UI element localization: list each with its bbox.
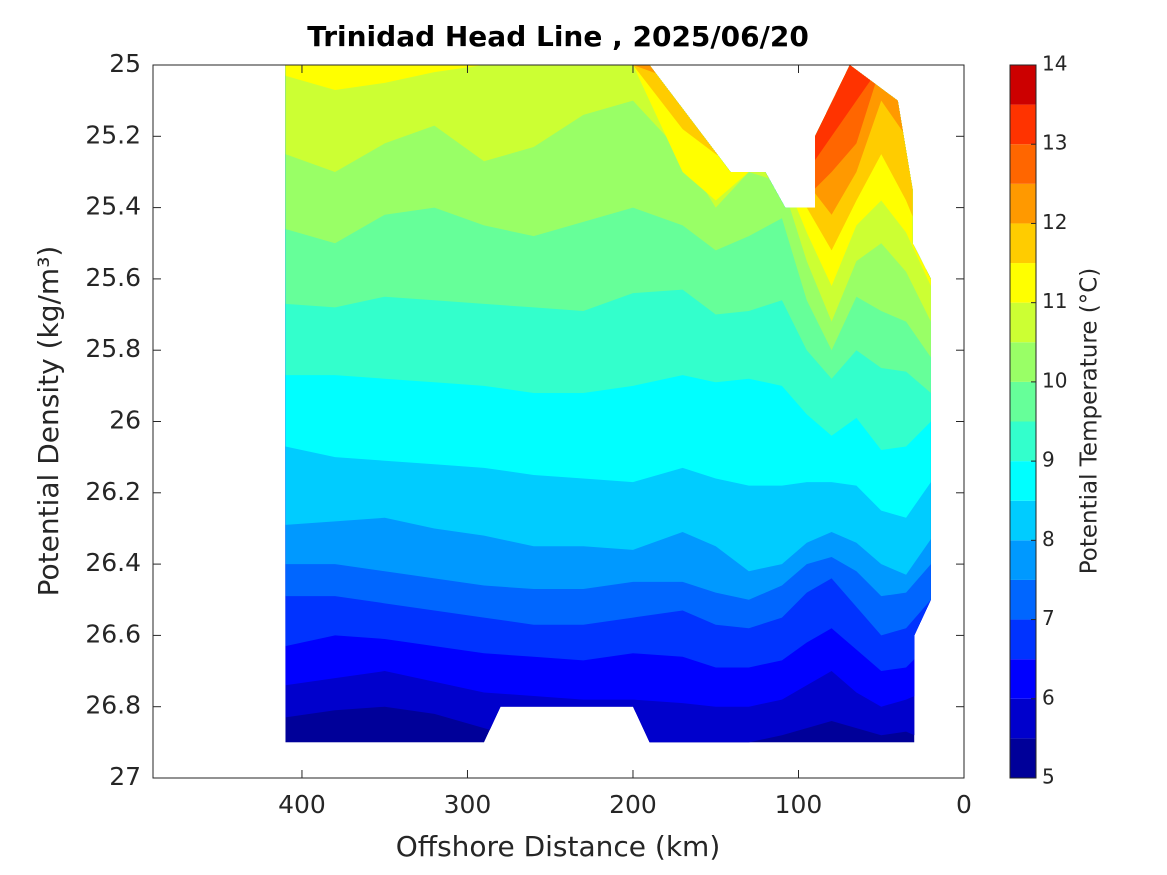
x-tick-label: 400 xyxy=(278,790,326,819)
y-tick-label: 25.2 xyxy=(85,120,141,149)
colorbar-tick-label: 14 xyxy=(1042,52,1067,76)
y-tick-label: 25.4 xyxy=(85,192,141,221)
colorbar-swatch xyxy=(1010,381,1036,422)
colorbar-label: Potential Temperature (°C) xyxy=(1077,268,1103,575)
y-tick-label: 26.4 xyxy=(85,548,141,577)
y-tick-label: 25.8 xyxy=(85,334,141,363)
colorbar-tick-label: 10 xyxy=(1042,368,1067,392)
y-tick-label: 27 xyxy=(109,762,141,791)
colorbar-tick-label: 6 xyxy=(1042,685,1055,709)
colorbar-swatch xyxy=(1010,500,1036,541)
colorbar-tick-label: 8 xyxy=(1042,527,1055,551)
y-tick-label: 25.6 xyxy=(85,263,141,292)
colorbar-swatch xyxy=(1010,659,1036,699)
x-tick-label: 300 xyxy=(444,790,492,819)
colorbar-swatch xyxy=(1010,342,1036,382)
colorbar-swatch xyxy=(1010,421,1036,462)
colorbar-swatch xyxy=(1010,738,1036,778)
colorbar-tick-label: 13 xyxy=(1042,131,1067,155)
colorbar-box xyxy=(1009,64,1037,779)
colorbar-swatch xyxy=(1010,223,1036,264)
y-tick-label: 26.8 xyxy=(85,691,141,720)
y-tick-label: 25 xyxy=(109,49,141,78)
y-axis-label: Potential Density (kg/m³) xyxy=(32,246,65,597)
colorbar-swatch xyxy=(1010,461,1036,501)
colorbar-swatch xyxy=(1010,65,1036,105)
colorbar-tick-label: 7 xyxy=(1042,606,1055,630)
y-tick-label: 26.6 xyxy=(85,619,141,648)
colorbar-swatch xyxy=(1010,144,1036,184)
colorbar-tick-label: 9 xyxy=(1042,448,1055,472)
chart-title: Trinidad Head Line , 2025/06/20 xyxy=(307,20,809,53)
x-tick-label: 200 xyxy=(609,790,657,819)
y-tick-label: 26 xyxy=(109,406,141,435)
x-tick-label: 0 xyxy=(956,790,972,819)
colorbar-tick-label: 12 xyxy=(1042,210,1067,234)
colorbar-swatch xyxy=(1010,183,1036,224)
y-tick-label: 26.2 xyxy=(85,477,141,506)
colorbar-swatch xyxy=(1010,263,1036,303)
colorbar-swatch xyxy=(1010,579,1036,620)
x-tick-label: 100 xyxy=(775,790,823,819)
colorbar-swatch xyxy=(1010,540,1036,580)
colorbar-swatch xyxy=(1010,302,1036,343)
colorbar-tick-label: 5 xyxy=(1042,765,1055,789)
contour-fills xyxy=(285,65,931,743)
colorbar-tick-label: 11 xyxy=(1042,289,1067,313)
colorbar-swatch xyxy=(1010,104,1036,145)
x-axis-label: Offshore Distance (km) xyxy=(396,830,721,863)
colorbar-swatch xyxy=(1010,698,1036,739)
colorbar-swatch xyxy=(1010,619,1036,660)
